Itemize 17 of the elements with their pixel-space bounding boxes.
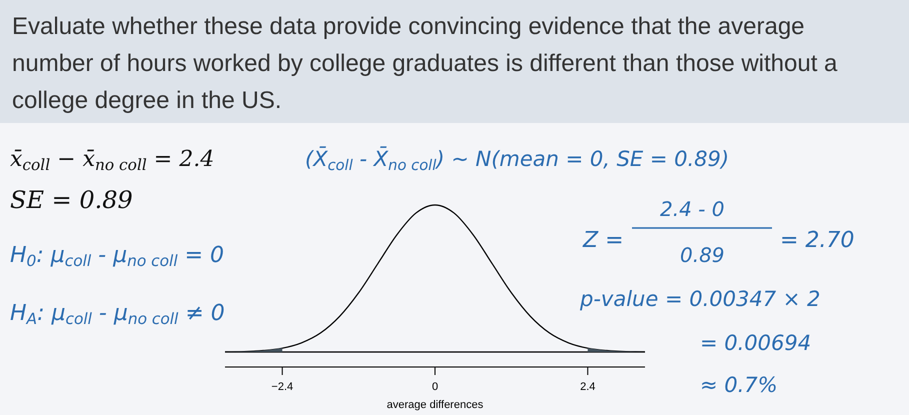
x-tick-label: 2.4 [580, 381, 596, 393]
annotation: p-value = 0.00347 × 2 [579, 287, 820, 311]
text: 2.4 - 0 [660, 197, 724, 221]
text: H$_{A}$: μ$_{coll}$ - μ$_{no coll}$ ≠ 0 [10, 301, 225, 328]
text: = 0.00694 [700, 331, 812, 355]
text: = 2.70 [780, 228, 854, 253]
x-tick-label: −2.4 [271, 381, 294, 393]
x-tick-label: 0 [432, 381, 438, 393]
text: H$_{0}$: μ$_{coll}$ - μ$_{no coll}$ = 0 [10, 243, 224, 270]
text: ≈ 0.7% [700, 373, 778, 397]
text: (X̄$_{coll}$ - X̄$_{no coll}$) ~ N(mean = 0, SE = 0.89) [305, 146, 730, 174]
annotation: Z = [582, 228, 624, 253]
chart-title: Evaluate whether these data provide convincing evidence that the average number of hours worked by college graduates is different than those without a college degree in the US. [12, 13, 838, 114]
text: x̄$_{coll}$ − x̄$_{no coll}$ = 2.4 [10, 147, 214, 174]
x-axis-title: average differences [386, 399, 484, 411]
text: 0.89 [680, 243, 725, 267]
text: SE = 0.89 [10, 186, 133, 214]
